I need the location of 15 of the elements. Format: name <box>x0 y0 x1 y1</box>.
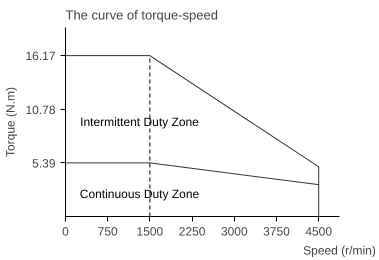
x-tick-label: 750 <box>98 224 118 238</box>
x-tick-label: 3000 <box>220 224 248 238</box>
x-tick-label: 2250 <box>178 224 206 238</box>
x-tick-label: 4500 <box>305 224 332 238</box>
y-tick-label: 5.39 <box>32 156 56 170</box>
y-axis-title: Torque (N.m) <box>3 86 18 158</box>
annotation: Continuous Duty Zone <box>80 186 200 201</box>
x-axis-title: Speed (r/min) <box>303 244 376 258</box>
x-tick-label: 1500 <box>136 224 164 238</box>
x-tick-label: 3750 <box>263 224 290 238</box>
x-tick-label: 0 <box>62 224 70 238</box>
chart-title: The curve of torque-speed <box>66 8 218 22</box>
annotation: Intermittent Duty Zone <box>80 115 200 129</box>
y-tick-label: 10.78 <box>25 102 56 117</box>
y-tick-label: 16.17 <box>25 49 56 64</box>
